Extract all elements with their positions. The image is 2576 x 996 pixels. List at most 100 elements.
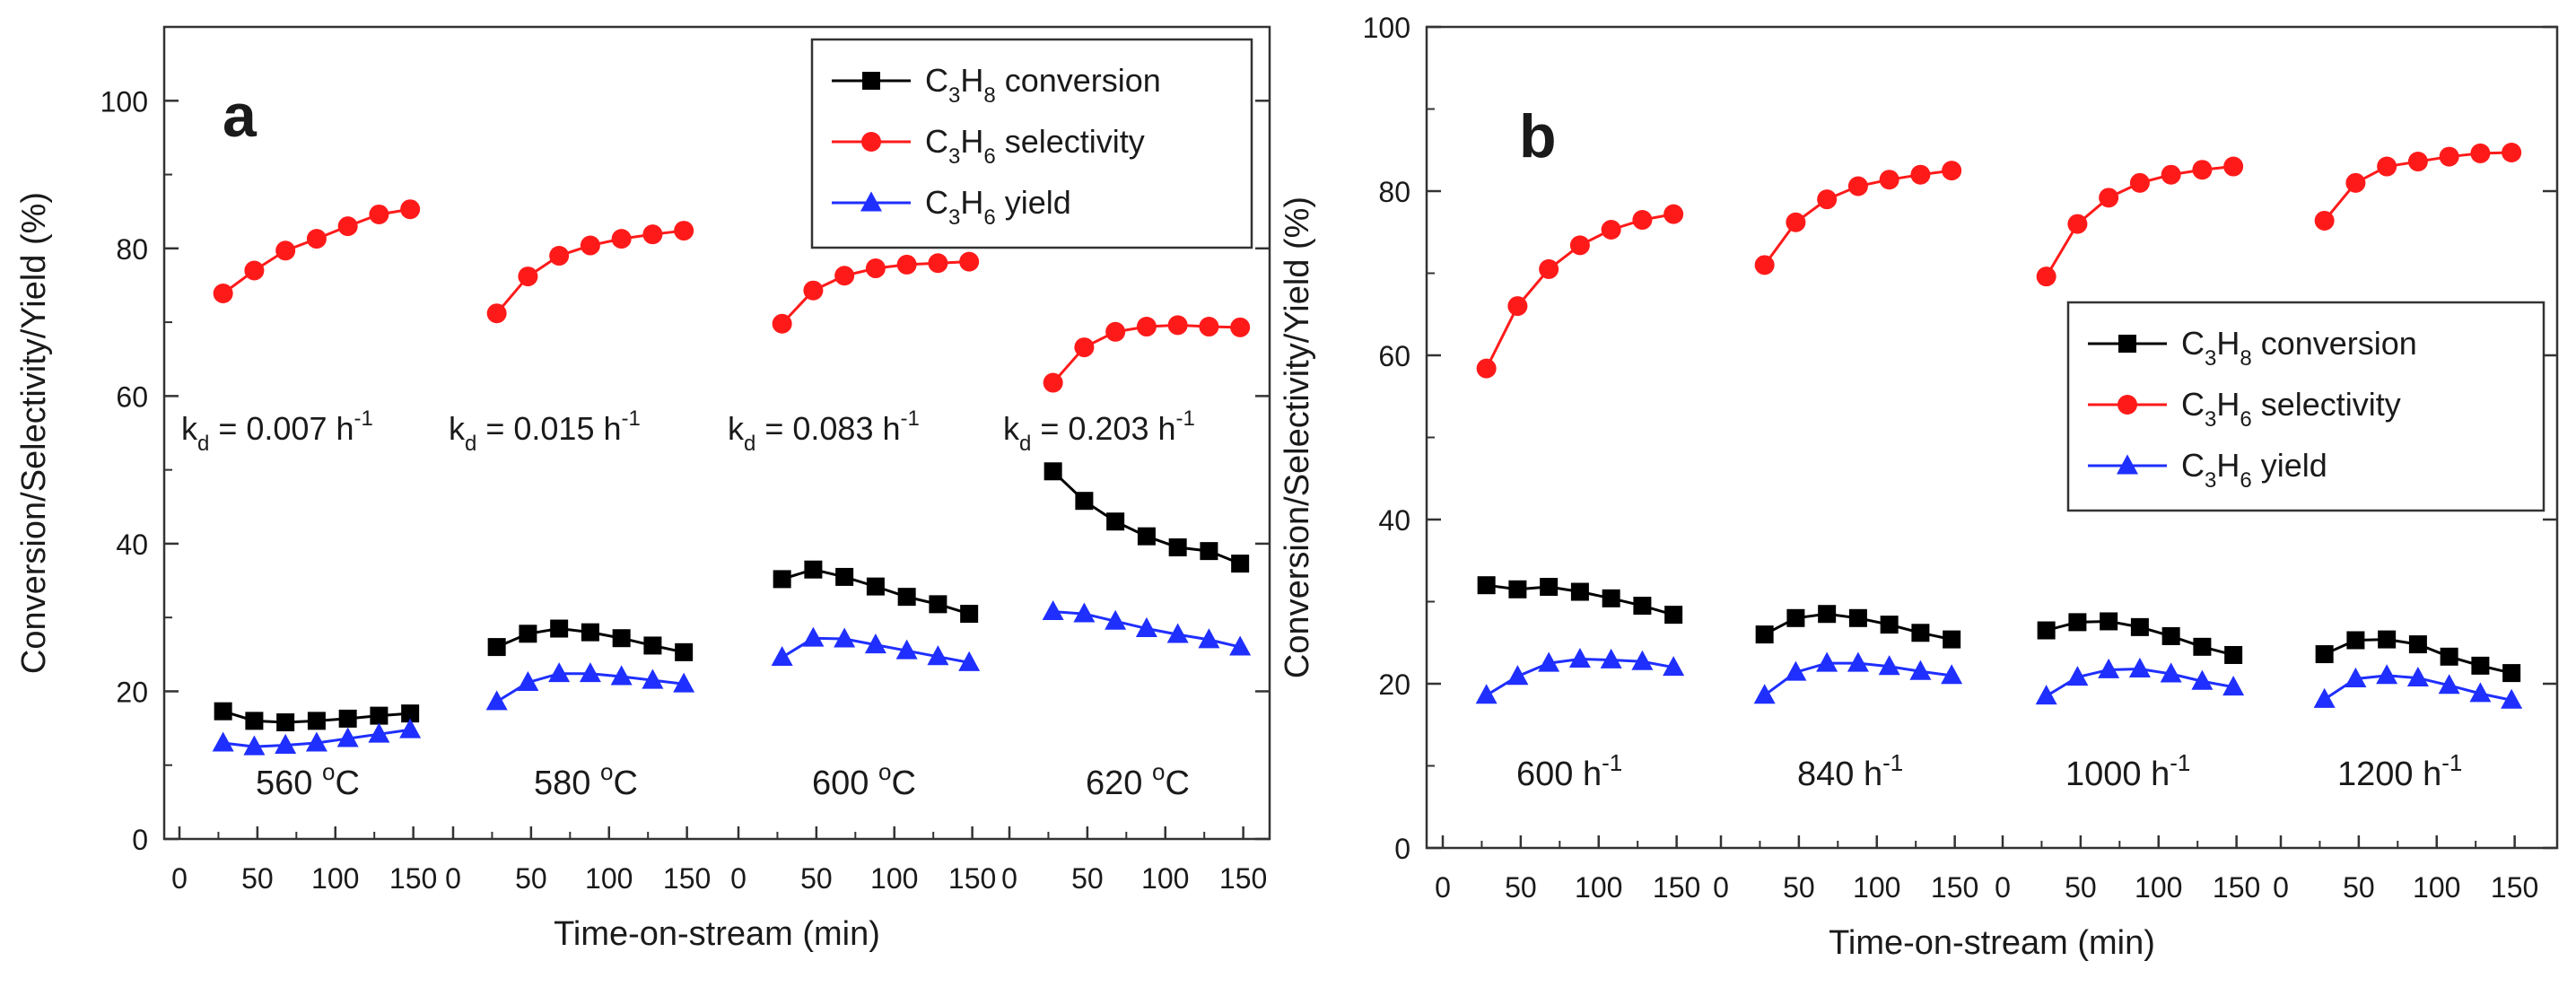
legend-label-yield: C3H6 yield xyxy=(925,184,1071,230)
y-tick-label: 20 xyxy=(116,676,148,708)
x-axis-title: Time-on-stream (min) xyxy=(1829,924,2155,962)
legend-marker-selectivity xyxy=(2118,395,2137,415)
yield-point xyxy=(958,651,981,671)
x-axis-title: Time-on-stream (min) xyxy=(554,915,880,953)
x-tick-label: 100 xyxy=(311,862,359,895)
x-tick-label: 50 xyxy=(800,862,833,895)
conversion-point xyxy=(1602,589,1620,607)
selectivity-point xyxy=(2439,146,2459,167)
x-tick-label: 50 xyxy=(2343,871,2375,904)
selectivity-point xyxy=(928,253,948,274)
x-tick-label: 150 xyxy=(389,862,437,895)
yield-point xyxy=(1198,628,1220,649)
conversion-point xyxy=(1508,580,1527,598)
yield-point xyxy=(336,727,359,747)
x-tick-label: 100 xyxy=(1575,871,1622,904)
x-tick-label: 0 xyxy=(730,862,747,895)
selectivity-point xyxy=(1539,258,1559,279)
selectivity-point xyxy=(1847,176,1868,197)
conversion-point xyxy=(2068,613,2087,632)
conversion-point xyxy=(2193,637,2212,656)
conversion-point xyxy=(1911,624,1930,642)
legend-marker-yield xyxy=(2117,454,2138,475)
selectivity-point xyxy=(1663,204,1684,224)
selectivity-point xyxy=(1569,235,1590,256)
selectivity-point xyxy=(1786,212,1806,232)
conversion-point xyxy=(835,567,854,586)
selectivity-point xyxy=(2470,143,2491,163)
conversion-point xyxy=(1043,462,1062,481)
yield-point xyxy=(1568,647,1591,668)
conversion-point xyxy=(1231,555,1250,573)
conversion-point xyxy=(1137,527,1156,546)
yield-point xyxy=(2098,658,2120,678)
x-tick-label: 100 xyxy=(2413,871,2460,904)
yield-point xyxy=(2066,666,2089,686)
selectivity-point xyxy=(896,254,917,275)
kd-annotation: kd = 0.203 h-1 xyxy=(1003,406,1195,456)
legend: C3H8 conversion C3H6 selectivity C3H6 yiel… xyxy=(2066,301,2545,512)
yield-point xyxy=(1631,650,1654,670)
x-tick-label: 150 xyxy=(1931,871,1978,904)
selectivity-point xyxy=(306,229,327,249)
conversion-point xyxy=(2471,656,2490,675)
selectivity-point xyxy=(1199,317,1219,337)
x-tick-label: 0 xyxy=(1713,871,1729,904)
legend-label-conversion: C3H8 conversion xyxy=(2181,325,2417,371)
conversion-point xyxy=(401,704,420,723)
conversion-point xyxy=(675,642,694,661)
yield-point xyxy=(1229,635,1252,656)
plot-frame xyxy=(162,25,1271,841)
segment-condition-label: 580 oC xyxy=(534,758,638,802)
selectivity-point xyxy=(275,240,296,261)
y-tick-label: 100 xyxy=(100,85,148,118)
selectivity-point xyxy=(1476,358,1497,379)
conversion-point xyxy=(2408,635,2427,654)
yield-point xyxy=(673,672,695,693)
yield-point xyxy=(2128,657,2151,677)
x-tick-label: 100 xyxy=(2135,871,2182,904)
selectivity-point xyxy=(1879,170,1899,190)
segment-condition-label: 600 oC xyxy=(812,758,916,802)
conversion-point xyxy=(1106,512,1125,531)
yield-point xyxy=(548,662,571,683)
conversion-point xyxy=(1943,630,1961,649)
yield-point xyxy=(1042,600,1064,621)
x-tick-label: 0 xyxy=(171,862,188,895)
selectivity-point xyxy=(2377,156,2397,177)
legend-label-yield: C3H6 yield xyxy=(2181,447,2327,493)
yield-point xyxy=(1135,616,1157,637)
selectivity-point xyxy=(865,258,886,279)
conversion-point xyxy=(2378,630,2397,649)
selectivity-point xyxy=(2407,152,2428,172)
x-tick-label: 150 xyxy=(663,862,711,895)
selectivity-point xyxy=(2161,164,2181,185)
x-tick-label: 0 xyxy=(445,862,461,895)
selectivity-point xyxy=(1817,189,1838,210)
selectivity-point xyxy=(2036,266,2056,287)
yield-point xyxy=(2376,664,2398,685)
yield-point xyxy=(2160,662,2182,683)
selectivity-point xyxy=(642,224,663,245)
conversion-point xyxy=(1848,608,1867,627)
y-tick-label: 40 xyxy=(1378,504,1410,537)
yield-point xyxy=(399,718,422,738)
y-axis-title: Conversion/Selectivity/Yield (%) xyxy=(1279,197,1316,678)
x-tick-label: 100 xyxy=(1141,862,1189,895)
yield-point xyxy=(2222,676,2245,696)
x-tick-label: 0 xyxy=(1435,871,1451,904)
yield-point xyxy=(305,731,327,752)
y-tick-label: 80 xyxy=(116,233,148,266)
yield-point xyxy=(895,639,918,660)
x-tick-label: 50 xyxy=(1783,871,1815,904)
yield-point xyxy=(1816,651,1838,672)
segment-condition-label: 620 oC xyxy=(1086,758,1190,802)
yield-point xyxy=(1941,664,1963,685)
selectivity-point xyxy=(1043,372,1063,393)
yield-point xyxy=(927,645,949,666)
yield-point xyxy=(2438,674,2460,695)
y-tick-label: 60 xyxy=(116,380,148,413)
conversion-point xyxy=(1786,608,1805,627)
selectivity-point xyxy=(772,313,792,334)
yield-point xyxy=(1600,648,1622,668)
